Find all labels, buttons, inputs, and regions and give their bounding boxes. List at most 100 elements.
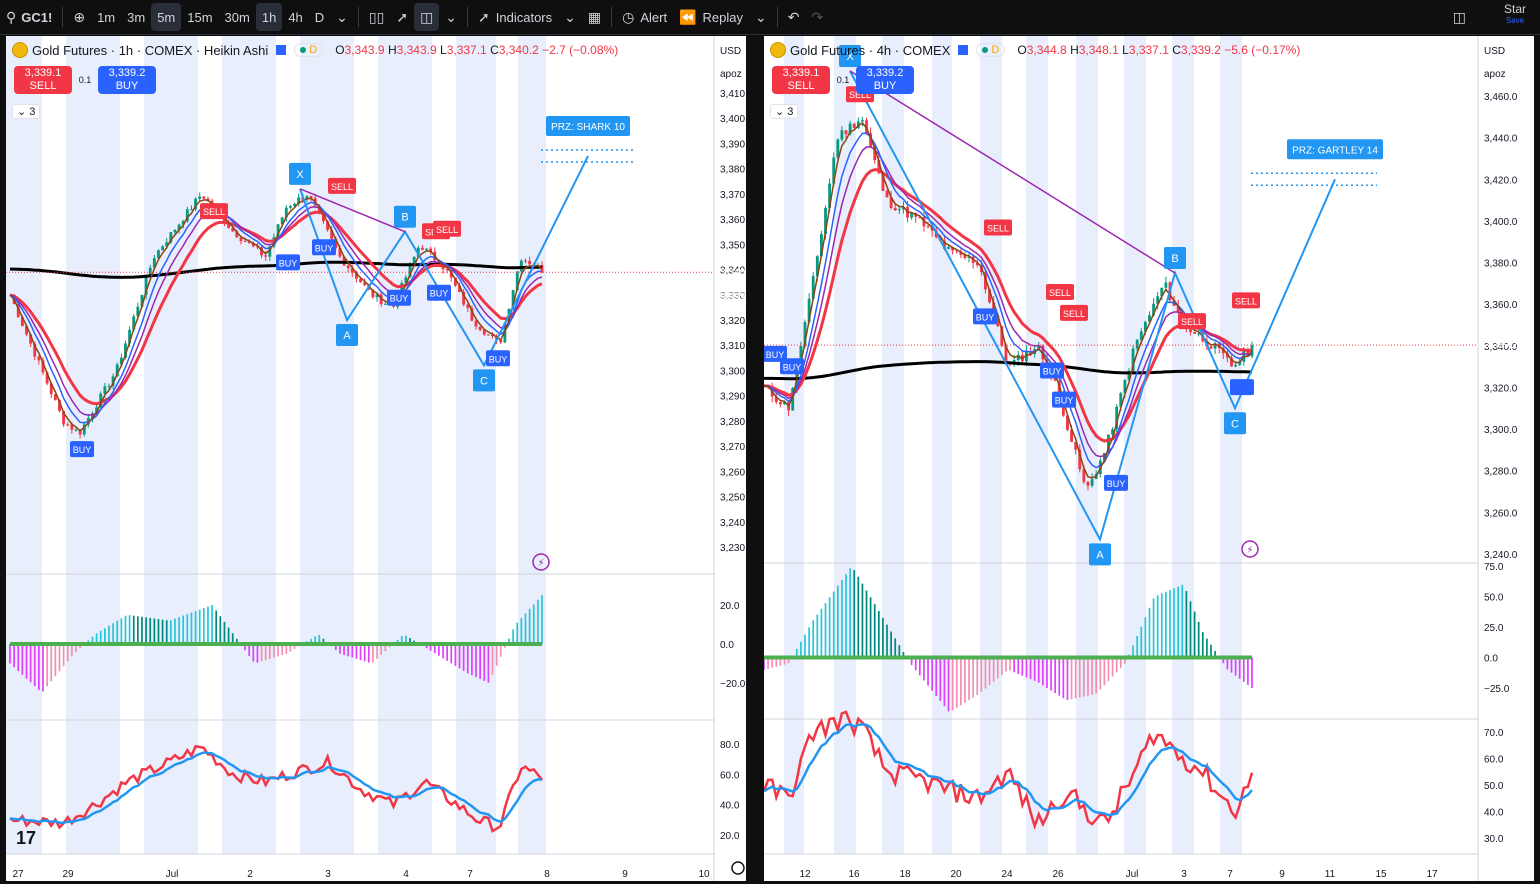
chart-canvas-right[interactable]: 3,460.0 3,440.0 3,420.0 3,400.0 3,380.0 3,360… — [764, 36, 1534, 881]
candle-body — [330, 229, 334, 239]
last-price-label: 3,340.2 — [720, 267, 746, 278]
replay-dropdown[interactable]: ⌄ — [749, 3, 773, 31]
buy-signal-marker — [973, 308, 997, 325]
harmonic-xb-leg — [849, 70, 1176, 274]
candle-body — [778, 402, 782, 405]
harmonic-xb-leg — [299, 188, 406, 233]
candle-body — [383, 303, 387, 305]
candle-body — [33, 343, 37, 357]
buy-signal-marker — [387, 289, 411, 306]
candle-body — [198, 196, 202, 199]
interval-4h-button[interactable]: 4h — [288, 9, 303, 25]
candle-body — [95, 407, 99, 414]
candle-body — [1070, 429, 1073, 442]
chart-pane-right[interactable]: 3,460.0 3,440.0 3,420.0 3,400.0 3,380.0 3,360… — [764, 36, 1534, 881]
spread-value: 0.1 — [78, 75, 92, 85]
time-tick-label: 24 — [1001, 869, 1013, 880]
buy-signal-marker — [780, 358, 804, 375]
bar-style-button[interactable]: ▯▯ — [363, 3, 390, 31]
price-tick-label: 3,260.0 — [1484, 508, 1518, 519]
symbol-search[interactable]: ⚲ GC1! — [0, 3, 58, 31]
candle-body — [223, 215, 226, 224]
candle-style-button[interactable]: ◫ — [414, 3, 440, 31]
trade-panel: 3,339.1 SELL 0.1 3,339.2 BUY — [14, 66, 156, 94]
sell-button[interactable]: 3,339.1 SELL — [772, 66, 830, 94]
price-tick-label: 3,460.0 — [1484, 92, 1518, 103]
buy-button[interactable]: 3,339.2 BUY — [98, 66, 156, 94]
interval-15m-button[interactable]: 15m — [187, 9, 213, 25]
ohlc-values: O3,344.8 H3,348.1 L3,337.1 C3,339.2 −5.6… — [1017, 43, 1300, 57]
redo-button[interactable]: ↷ — [805, 3, 829, 31]
candle-body — [988, 289, 991, 303]
pattern-point-marker — [289, 162, 311, 185]
candle-body — [486, 334, 490, 336]
line-style-button[interactable]: ➚ — [390, 3, 414, 31]
sell-button[interactable]: 3,339.1 SELL — [14, 66, 72, 94]
candle-body — [1115, 406, 1119, 430]
candle-body — [783, 402, 786, 405]
session-band — [1026, 36, 1048, 854]
candle-body — [107, 385, 111, 387]
chart-canvas-left[interactable]: 3,410.0 3,400.0 3,390.0 3,380.0 3,370.0 3,360… — [6, 36, 746, 881]
close-value: 3,340.2 — [498, 43, 539, 57]
candle-body — [844, 130, 848, 135]
indicators-collapse-button[interactable]: ⌄ 3 — [12, 104, 41, 119]
rsi-fast-line — [764, 710, 1254, 831]
candle-body — [371, 289, 375, 298]
candle-body — [157, 250, 160, 259]
star-save-button[interactable]: Star Save — [1504, 3, 1526, 26]
chart-pane-left[interactable]: 3,410.0 3,400.0 3,390.0 3,380.0 3,370.0 3,360… — [6, 36, 746, 881]
candle-body — [408, 264, 412, 278]
price-tick-label: 3,390.0 — [720, 139, 746, 150]
alert-button[interactable]: ◷ Alert — [616, 3, 673, 31]
session-band — [980, 36, 1002, 854]
replay-button[interactable]: ⏪ Replay — [673, 3, 749, 31]
price-tick-label: 3,240.0 — [720, 518, 746, 529]
undo-button[interactable]: ↶ — [782, 3, 806, 31]
indicators-collapse-button[interactable]: ⌄ 3 — [770, 104, 799, 119]
interval-1m-button[interactable]: 1m — [97, 9, 116, 25]
time-tick-label: 16 — [848, 869, 860, 880]
candle-body — [865, 120, 868, 134]
candle-body — [82, 424, 86, 435]
layouts-button[interactable]: ▦ — [582, 3, 607, 31]
candle-body — [276, 224, 280, 238]
candle-body — [930, 226, 934, 231]
candle-body — [1057, 380, 1061, 396]
compare-button[interactable]: ⊕ — [67, 3, 91, 31]
interval-dropdown[interactable]: ⌄ — [330, 3, 354, 31]
candle-body — [425, 248, 428, 250]
buy-signal-marker — [764, 345, 787, 362]
chart-type-dropdown[interactable]: ⌄ — [439, 3, 463, 31]
candle-body — [1160, 287, 1164, 297]
sell-signal-marker — [1060, 304, 1088, 321]
candle-body — [881, 173, 885, 191]
interval-d-button[interactable]: D — [314, 9, 325, 25]
candle-body — [326, 221, 329, 230]
bars-icon: ▯▯ — [368, 8, 385, 25]
layout-toggle-button[interactable]: ◫ — [1447, 3, 1472, 31]
interval-3m-button[interactable]: 3m — [127, 9, 146, 25]
close-label: C — [1172, 43, 1181, 57]
candle-body — [1037, 345, 1041, 350]
interval-5m-button[interactable]: 5m — [151, 3, 182, 31]
time-tick-label: 8 — [544, 869, 550, 880]
candle-body — [20, 317, 24, 327]
indicators-dropdown[interactable]: ⌄ — [558, 3, 582, 31]
rsi-tick-label: 70.0 — [1484, 728, 1504, 739]
chart-legend: Gold Futures · 4h · COMEX D O3,344.8 H3,… — [770, 42, 1300, 58]
candle-body — [1102, 452, 1106, 461]
candle-body — [815, 256, 819, 277]
interval-1h-button[interactable]: 1h — [255, 3, 283, 31]
candle-body — [124, 343, 127, 358]
interval-30m-button[interactable]: 30m — [224, 9, 250, 25]
candle-body — [1230, 357, 1233, 367]
candle-body — [293, 203, 296, 207]
divider — [611, 7, 613, 27]
buy-button[interactable]: 3,339.2 BUY — [856, 66, 914, 94]
buy-signal-label: BUY — [783, 362, 802, 372]
indicators-button[interactable]: ➚ Indicators — [472, 3, 558, 31]
candle-body — [99, 393, 103, 408]
low-label: L — [440, 43, 447, 57]
candle-body — [1238, 361, 1242, 366]
